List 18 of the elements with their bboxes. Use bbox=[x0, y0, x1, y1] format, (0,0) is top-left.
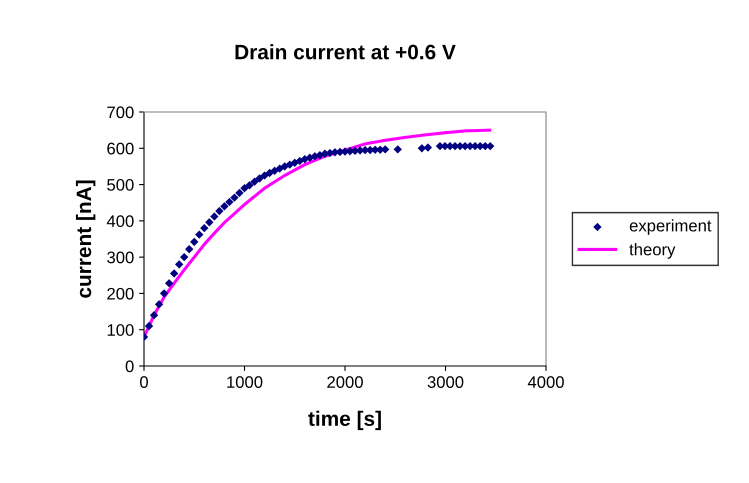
x-tick-label: 2000 bbox=[327, 376, 363, 388]
chart-title: Drain current at +0.6 V bbox=[236, 44, 456, 60]
x-tick-label: 1000 bbox=[227, 376, 262, 388]
y-axis-title: current [nA] bbox=[76, 180, 96, 298]
y-tick-label: 400 bbox=[106, 215, 134, 228]
x-tick-label: 3000 bbox=[428, 376, 464, 388]
x-tick-label: 0 bbox=[140, 376, 148, 388]
legend-label: experiment bbox=[630, 219, 712, 235]
y-tick-label: 300 bbox=[107, 252, 134, 264]
y-tick-label: 0 bbox=[126, 360, 134, 372]
y-tick-label: 200 bbox=[107, 288, 134, 300]
y-tick-label: 100 bbox=[108, 324, 134, 336]
y-tick-label: 700 bbox=[107, 106, 134, 118]
y-tick-label: 500 bbox=[107, 178, 134, 191]
x-axis-title: time [s] bbox=[308, 410, 381, 430]
legend-label: theory bbox=[629, 243, 676, 259]
x-tick-label: 4000 bbox=[528, 376, 564, 388]
y-tick-label: 600 bbox=[107, 142, 134, 154]
